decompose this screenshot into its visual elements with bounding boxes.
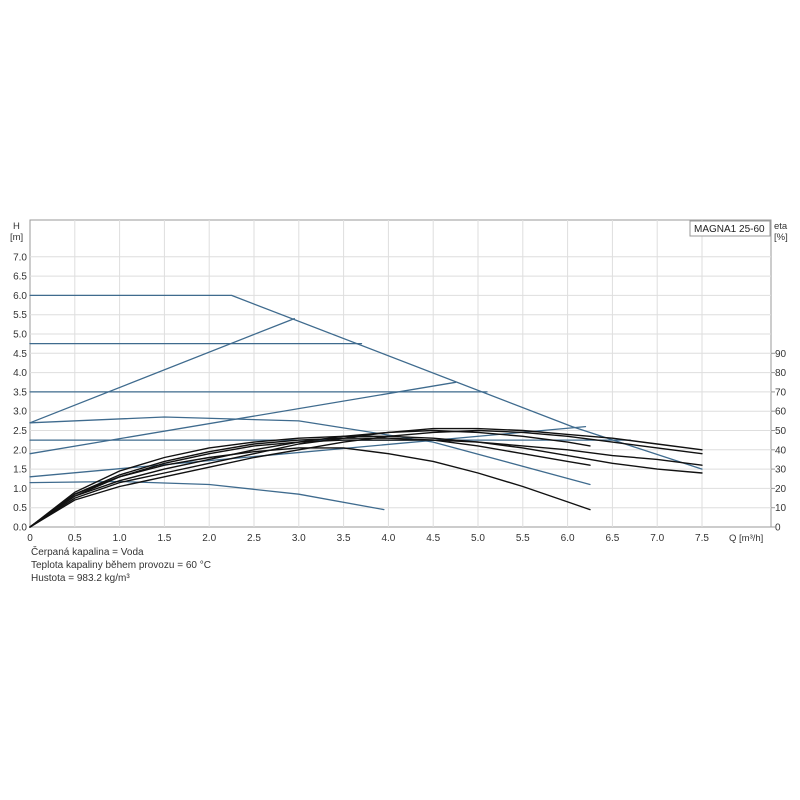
- right-tick-label: 60: [775, 407, 787, 418]
- right-tick-label: 80: [775, 368, 787, 379]
- right-tick-label: 40: [775, 445, 787, 456]
- head-curve: [29, 294, 703, 470]
- x-tick-label: 4.0: [381, 533, 395, 544]
- x-axis-label: Q [m³/h]: [729, 533, 763, 544]
- efficiency-curve: [29, 429, 703, 528]
- x-tick-label: 7.0: [650, 533, 664, 544]
- x-tick-label: 3.0: [292, 533, 306, 544]
- left-tick-label: 6.5: [13, 272, 27, 283]
- efficiency-curve: [29, 437, 591, 528]
- right-tick-label: 30: [775, 465, 787, 476]
- x-tick-label: 1.0: [113, 533, 127, 544]
- left-tick-label: 4.5: [13, 349, 27, 360]
- x-tick-label: 5.5: [516, 533, 530, 544]
- x-tick-label: 3.5: [337, 533, 351, 544]
- left-tick-label: 1.0: [13, 484, 27, 495]
- left-axis-unit: [m]: [10, 232, 23, 243]
- head-curve: [29, 317, 295, 424]
- right-axis-label: eta: [774, 221, 788, 232]
- head-curve: [29, 480, 385, 511]
- left-axis-ticks: 0.0 0.5 1.0 1.5 2.0 2.5 3.0 3.5 4.0 4.5 5.0 5.5 6.0 6…: [13, 252, 27, 533]
- right-tick-label: 10: [775, 503, 787, 514]
- x-axis-ticks: 0 0.5 1.0 1.5 2.0 2.5 3.0 3.5 4.0 4.5 5.0 5.5 6.0 6.5…: [27, 533, 709, 544]
- grid: [30, 220, 771, 527]
- x-tick-label: 2.5: [247, 533, 261, 544]
- left-tick-label: 4.0: [13, 368, 27, 379]
- note-fluid: Čerpaná kapalina = Voda: [31, 547, 144, 558]
- left-tick-label: 5.0: [13, 330, 27, 341]
- plot-area: [29, 219, 772, 528]
- efficiency-curve: [29, 427, 703, 528]
- right-axis-ticks: 0 10 20 30 40 50 60 70 80 90: [771, 349, 787, 534]
- left-tick-label: 0.0: [13, 523, 27, 534]
- fluid-notes: Čerpaná kapalina = Voda Teplota kapaliny…: [31, 546, 211, 585]
- note-density: Hustota = 983.2 kg/m³: [31, 573, 130, 584]
- model-label-box: [689, 220, 771, 237]
- right-tick-label: 90: [775, 349, 787, 360]
- x-tick-label: 7.5: [695, 533, 709, 544]
- right-tick-label: 0: [775, 523, 781, 534]
- x-tick-label: 6.0: [561, 533, 575, 544]
- x-tick-label: 1.5: [157, 533, 171, 544]
- left-tick-label: 3.5: [13, 387, 27, 398]
- left-tick-label: 7.0: [13, 252, 27, 263]
- x-tick-label: 2.0: [202, 533, 216, 544]
- left-tick-label: 0.5: [13, 503, 27, 514]
- x-tick-label: 0: [27, 533, 33, 544]
- head-curve: [29, 381, 457, 455]
- head-curve: [29, 425, 587, 478]
- left-axis-label: H: [13, 221, 20, 232]
- left-tick-label: 3.0: [13, 407, 27, 418]
- left-tick-label: 2.5: [13, 426, 27, 437]
- right-tick-label: 20: [775, 484, 787, 495]
- x-tick-label: 0.5: [68, 533, 82, 544]
- right-axis-unit: [%]: [774, 232, 788, 243]
- efficiency-curve: [29, 439, 703, 528]
- series-layer: [29, 294, 703, 528]
- x-tick-label: 5.0: [471, 533, 485, 544]
- right-tick-label: 50: [775, 426, 787, 437]
- x-tick-label: 6.5: [605, 533, 619, 544]
- right-tick-label: 70: [775, 387, 787, 398]
- x-tick-label: 4.5: [426, 533, 440, 544]
- left-tick-label: 6.0: [13, 291, 27, 302]
- efficiency-curve: [29, 435, 703, 528]
- left-tick-label: 5.5: [13, 310, 27, 321]
- left-tick-label: 1.5: [13, 465, 27, 476]
- model-label: MAGNA1 25-60: [694, 224, 765, 235]
- head-curve: [29, 416, 591, 486]
- left-tick-label: 2.0: [13, 445, 27, 456]
- note-temperature: Teplota kapaliny během provozu = 60 °C: [31, 560, 211, 571]
